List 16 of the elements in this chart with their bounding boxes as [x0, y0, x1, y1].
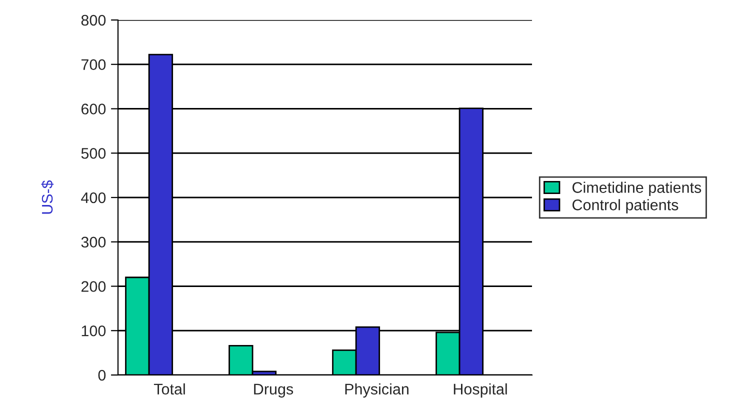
x-tick-label: Drugs — [254, 384, 294, 398]
y-tick-label: 500 — [81, 148, 106, 159]
y-tick-label: 0 — [98, 370, 106, 381]
legend-label: Cimetidine patients — [572, 182, 702, 196]
legend-label: Control patients — [572, 199, 678, 214]
y-tick-label: 200 — [81, 281, 106, 292]
x-tick-label: Total — [154, 383, 185, 395]
x-tick-label: Hospital — [454, 383, 507, 398]
y-tick-label: 400 — [81, 192, 106, 204]
y-tick-label: 300 — [81, 236, 106, 248]
y-tick-label: 600 — [81, 104, 106, 114]
y-axis-title: US-$ — [41, 180, 54, 214]
y-tick-label: 700 — [81, 59, 106, 70]
x-tick-label: Physician — [345, 383, 408, 398]
y-tick-label: 100 — [82, 325, 106, 336]
y-tick-label: 800 — [81, 14, 106, 26]
